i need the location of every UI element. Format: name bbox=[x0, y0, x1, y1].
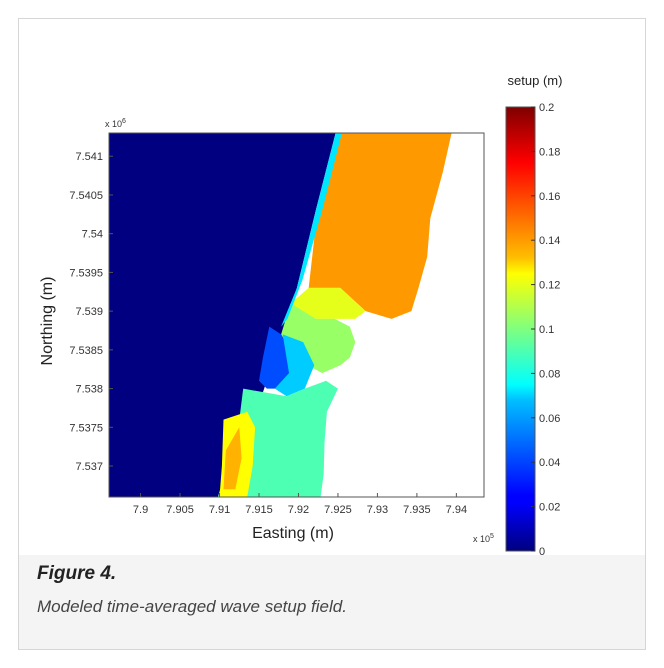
x-tick-label: 7.925 bbox=[324, 504, 352, 516]
x-tick-label: 7.935 bbox=[403, 504, 431, 516]
x-multiplier: x 105 bbox=[473, 533, 494, 544]
x-tick-label: 7.915 bbox=[245, 504, 273, 516]
region-shoreline-ridge bbox=[281, 133, 342, 327]
colorbar-ticks: 0 0.02 0.04 0.06 0.08 0.1 0.12 0.14 0.16 0.18 0.2 bbox=[531, 102, 560, 558]
colorbar-tick-label: 0.02 bbox=[539, 502, 560, 514]
colorbar-tick-label: 0.12 bbox=[539, 280, 560, 292]
x-tick-label: 7.92 bbox=[288, 504, 309, 516]
y-ticks: 7.537 7.5375 7.538 7.5385 7.539 7.5395 7.54 7.5… bbox=[69, 151, 113, 473]
x-tick-label: 7.9 bbox=[133, 504, 148, 516]
colorbar-tick-label: 0.16 bbox=[539, 191, 560, 203]
y-tick-label: 7.539 bbox=[75, 306, 103, 318]
x-axis-label: Easting (m) bbox=[252, 525, 334, 542]
colorbar-tick-label: 0.14 bbox=[539, 235, 560, 247]
x-tick-label: 7.905 bbox=[166, 504, 194, 516]
y-tick-label: 7.54 bbox=[82, 229, 103, 241]
y-multiplier: x 106 bbox=[105, 118, 126, 129]
region-transition-band bbox=[290, 287, 366, 319]
figure-label: Figure 4. bbox=[37, 563, 117, 584]
setup-regions bbox=[109, 133, 452, 497]
colorbar-tick-label: 0.2 bbox=[539, 102, 554, 114]
region-nearshore-north bbox=[308, 133, 452, 319]
colorbar-tick-label: 0.06 bbox=[539, 413, 560, 425]
region-cyan-patch bbox=[274, 334, 315, 397]
y-tick-label: 7.5395 bbox=[69, 267, 103, 279]
colorbar-tick-label: 0.18 bbox=[539, 146, 560, 158]
colorbar bbox=[505, 106, 536, 552]
x-tick-label: 7.91 bbox=[209, 504, 230, 516]
colorbar-tick-label: 0.1 bbox=[539, 324, 554, 336]
y-axis-label: Northing (m) bbox=[39, 277, 56, 366]
region-blue-pocket bbox=[259, 326, 293, 389]
colorbar-tick-label: 0.04 bbox=[539, 457, 560, 469]
colorbar-tick-label: 0 bbox=[539, 546, 545, 555]
figure-caption: Modeled time-averaged wave setup field. bbox=[37, 597, 347, 616]
colorbar-label: setup (m) bbox=[508, 73, 563, 88]
y-tick-label: 7.541 bbox=[75, 151, 103, 163]
x-ticks: 7.9 7.905 7.91 7.915 7.92 7.925 7.93 7.935 7.94 bbox=[133, 493, 467, 516]
y-tick-label: 7.538 bbox=[75, 384, 103, 396]
y-tick-label: 7.5375 bbox=[69, 422, 103, 434]
region-south-beach-peak bbox=[223, 427, 242, 490]
region-offshore bbox=[109, 133, 336, 497]
x-multiplier-exp: 5 bbox=[490, 533, 494, 540]
figure-area: 7.9 7.905 7.91 7.915 7.92 7.925 7.93 7.935 7.94 … bbox=[19, 19, 645, 558]
x-tick-label: 7.93 bbox=[367, 504, 388, 516]
y-multiplier-exp: 6 bbox=[122, 118, 126, 125]
x-tick-label: 7.94 bbox=[446, 504, 467, 516]
y-tick-label: 7.5405 bbox=[69, 190, 103, 202]
y-tick-label: 7.537 bbox=[75, 461, 103, 473]
axes-frame bbox=[108, 132, 485, 498]
y-tick-label: 7.5385 bbox=[69, 345, 103, 357]
colorbar-tick-label: 0.08 bbox=[539, 368, 560, 380]
figure-card: 7.9 7.905 7.91 7.915 7.92 7.925 7.93 7.935 7.94 … bbox=[18, 18, 646, 650]
setup-heatmap-chart: 7.9 7.905 7.91 7.915 7.92 7.925 7.93 7.935 7.94 … bbox=[39, 73, 563, 558]
